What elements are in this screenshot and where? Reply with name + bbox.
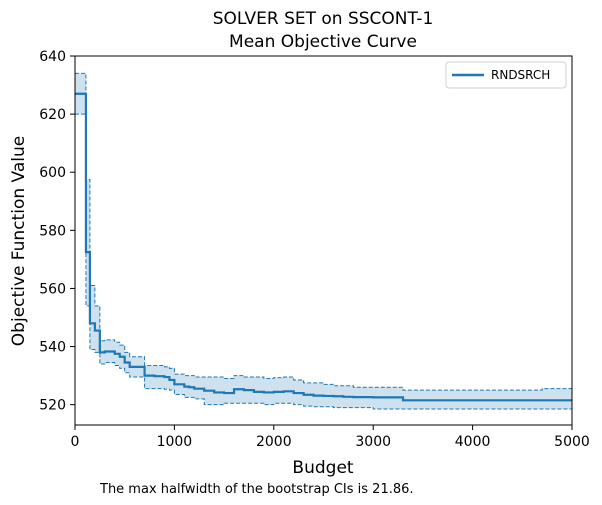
x-axis-label: Budget [292,458,353,478]
x-tick-label: 5000 [554,434,590,450]
x-tick-label: 1000 [157,434,193,450]
legend-frame [445,61,567,89]
y-axis: 520 540 560 580 600 620 640 [39,49,75,414]
x-tick-label: 3000 [355,434,391,450]
ci-lower-line-rndsrch [75,113,572,410]
y-tick-label: 620 [39,107,66,123]
y-axis-label: Objective Function Value [9,136,29,346]
chart-title-line-2: Mean Objective Curve [229,32,417,52]
y-tick-label: 580 [39,223,66,239]
y-tick-label: 560 [39,281,66,297]
ci-halfwidth-note: The max halfwidth of the bootstrap CIs i… [99,482,414,497]
series-line-rndsrch [75,92,572,402]
y-tick-label: 600 [39,165,66,181]
y-tick-label: 640 [39,49,66,65]
ci-band-rndsrch [75,73,572,410]
y-tick-label: 520 [39,398,66,414]
legend-label-rndsrch: RNDSRCH [491,68,550,82]
legend: RNDSRCH [445,61,567,89]
plot-frame [74,55,573,426]
x-tick-label: 0 [71,434,80,450]
x-axis: 0 1000 2000 3000 4000 5000 [71,425,590,450]
chart-title-line-1: SOLVER SET on SSCONT-1 [213,9,434,29]
x-tick-label: 2000 [256,434,292,450]
y-tick-label: 540 [39,340,66,356]
x-tick-label: 4000 [455,434,491,450]
plot-area [75,72,572,410]
ci-upper-line-rndsrch [75,72,572,391]
